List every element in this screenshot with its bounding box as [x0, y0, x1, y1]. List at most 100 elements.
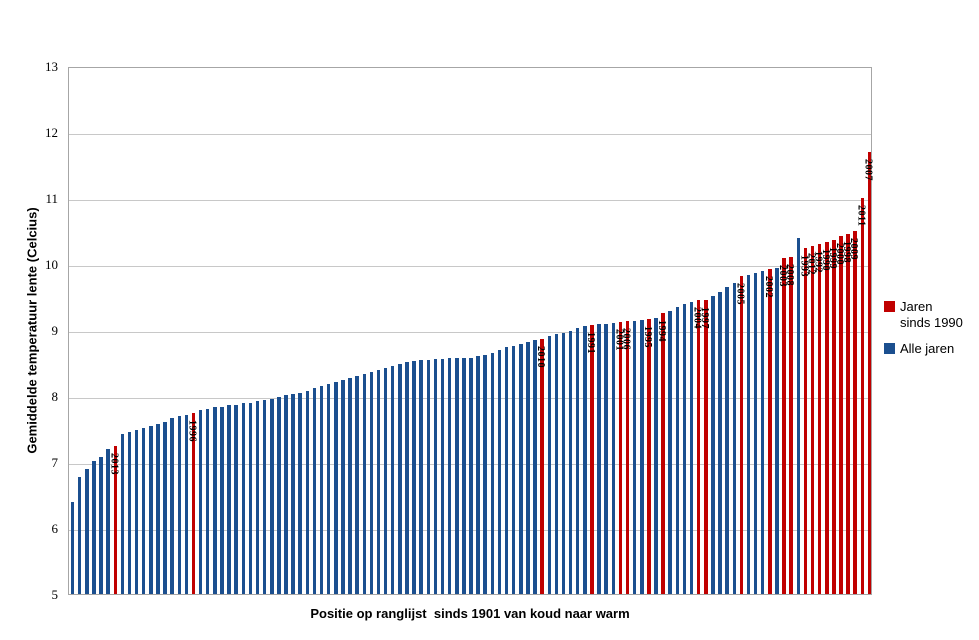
- bar-year-label-1997: 1997: [698, 306, 710, 329]
- bar-year-2002: [768, 269, 772, 594]
- bar-year-1993: [803, 247, 808, 594]
- bar-rank-70: [561, 332, 566, 594]
- bar-rank-24: [234, 404, 238, 594]
- bar-rank-91: [711, 296, 715, 594]
- bar-rank-1: [70, 501, 75, 594]
- bar-rank-68: [547, 335, 552, 594]
- y-tick-label: 7: [51, 455, 59, 470]
- bar-rank-34: [305, 390, 310, 594]
- bar-rank-72: [575, 328, 580, 594]
- bar-rank-31: [284, 395, 288, 594]
- bar-year-label-2008: 2008: [784, 263, 796, 286]
- bar-year-label-1994: 1994: [656, 319, 668, 342]
- bar-rank-32: [291, 394, 295, 594]
- bar-rank-48: [405, 362, 409, 594]
- legend-label: Jaren sinds 1990: [900, 299, 963, 331]
- bar-year-2013: [113, 445, 117, 594]
- bar-rank-44: [376, 369, 381, 594]
- bar-rank-19: [198, 409, 203, 594]
- bar-year-label-2006: 2006: [620, 328, 632, 351]
- bar-year-label-2011: 2011: [855, 205, 867, 227]
- bar-rank-52: [433, 359, 438, 594]
- bar-rank-87: [682, 303, 687, 594]
- bar-rank-9: [127, 432, 132, 594]
- bar-rank-60: [490, 353, 495, 594]
- bar-year-label-2013: 2013: [108, 452, 120, 475]
- y-tick-label: 13: [45, 59, 58, 74]
- bar-year-label-2003: 2003: [777, 265, 789, 288]
- bar-rank-50: [419, 360, 423, 594]
- bar-rank-85: [668, 310, 672, 594]
- bar-year-label-1999: 1999: [826, 246, 838, 269]
- y-tick-label: 10: [45, 257, 58, 272]
- bar-rank-38: [334, 381, 338, 594]
- gridline-12: [69, 134, 871, 135]
- bar-year-2008: [789, 256, 793, 594]
- bar-rank-43: [369, 371, 374, 594]
- bar-rank-65: [526, 341, 530, 594]
- bar-rank-46: [390, 365, 395, 594]
- bar-rank-83: [654, 317, 658, 594]
- bar-year-label-2009: 2009: [848, 238, 860, 260]
- bar-rank-8: [120, 434, 125, 594]
- bar-year-label-1998: 1998: [841, 241, 853, 264]
- gridline-9: [69, 332, 871, 333]
- y-tick-label: 5: [51, 587, 59, 602]
- bar-year-1998: [846, 234, 850, 594]
- bar-year-2001: [618, 322, 623, 594]
- legend-item-jaren-sinds-1990: Jaren sinds 1990: [884, 299, 976, 332]
- bar-rank-88: [689, 301, 694, 594]
- bar-rank-25: [241, 403, 246, 594]
- bar-rank-92: [718, 291, 722, 594]
- bar-rank-97: [753, 273, 758, 594]
- plot-area: [68, 67, 872, 595]
- bar-rank-76: [604, 324, 608, 594]
- y-tick-label: 12: [45, 125, 58, 140]
- y-tick-label: 8: [51, 389, 59, 404]
- bar-rank-42: [362, 374, 367, 594]
- gridline-11: [69, 200, 871, 201]
- bar-year-label-1993: 1993: [798, 254, 810, 277]
- legend-swatch-blue: [884, 342, 895, 354]
- bar-year-label-2001: 2001: [613, 329, 625, 352]
- bar-rank-73: [583, 326, 587, 594]
- bar-rank-53: [440, 359, 445, 594]
- bar-rank-35: [312, 388, 317, 594]
- bar-rank-26: [248, 402, 253, 594]
- bar-rank-96: [746, 274, 751, 594]
- y-tick-label: 9: [51, 323, 59, 338]
- bar-rank-81: [640, 320, 644, 594]
- bar-rank-57: [469, 357, 473, 594]
- bar-rank-29: [270, 398, 274, 594]
- legend: Jaren sinds 1990 Alle jaren: [884, 299, 976, 366]
- bar-rank-61: [497, 349, 502, 594]
- legend-item-alle-jaren: Alle jaren: [884, 341, 976, 357]
- bar-rank-39: [341, 379, 345, 594]
- bar-rank-3: [85, 469, 89, 594]
- bar-rank-86: [675, 306, 680, 594]
- bar-rank-15: [170, 418, 174, 594]
- bar-rank-13: [156, 423, 160, 594]
- bar-year-label-1992: 1992: [812, 250, 824, 273]
- bar-year-1992: [817, 243, 822, 594]
- bar-year-label-1990: 1990: [819, 248, 831, 271]
- bar-year-1999: [832, 239, 836, 594]
- bar-rank-28: [262, 400, 267, 594]
- bar-rank-4: [92, 460, 96, 594]
- bar-rank-63: [511, 345, 516, 594]
- legend-label: Alle jaren: [900, 340, 955, 356]
- bar-rank-103: [796, 237, 801, 594]
- bar-rank-17: [184, 414, 189, 594]
- bar-rank-20: [205, 408, 210, 594]
- y-tick-label: 11: [45, 191, 58, 206]
- bar-year-2009: [853, 231, 857, 594]
- bar-rank-64: [519, 343, 523, 594]
- bar-rank-56: [462, 358, 466, 594]
- x-axis-title: Positie op ranglijst sinds 1901 van koud…: [310, 606, 630, 621]
- bar-rank-36: [319, 386, 324, 594]
- bar-rank-11: [141, 427, 146, 594]
- bar-rank-59: [483, 355, 487, 594]
- bar-rank-80: [632, 320, 637, 594]
- bar-rank-40: [348, 378, 352, 594]
- bar-year-label-2005: 2005: [734, 282, 746, 305]
